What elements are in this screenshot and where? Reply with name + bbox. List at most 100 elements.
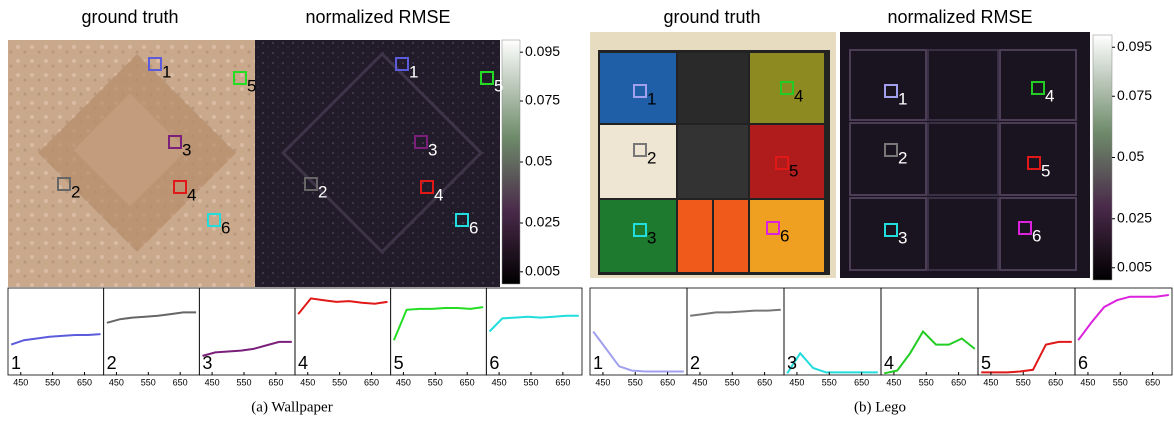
x-tick-label: 450: [595, 377, 610, 387]
marker-label: 5: [789, 161, 798, 180]
x-tick-label: 550: [428, 377, 443, 387]
image-title: ground truth: [81, 7, 178, 27]
plot-label: 2: [690, 353, 700, 373]
x-tick-label: 550: [919, 377, 934, 387]
plot-label: 1: [11, 353, 21, 373]
x-tick-label: 450: [886, 377, 901, 387]
plot-frame: [199, 288, 295, 375]
caption: (a) Wallpaper: [251, 399, 332, 415]
spectrum-line: [203, 342, 292, 356]
lego-rmse-image: [840, 32, 1090, 278]
marker-label: 4: [187, 185, 196, 204]
x-tick-label: 650: [364, 377, 379, 387]
x-tick-label: 450: [983, 377, 998, 387]
spectrum-line: [593, 332, 684, 372]
marker-label: 4: [794, 86, 803, 105]
plot-label: 4: [884, 353, 894, 373]
x-tick-label: 650: [268, 377, 283, 387]
marker-label: 6: [1032, 226, 1041, 245]
marker-label: 3: [428, 140, 437, 159]
marker-label: 3: [182, 140, 191, 159]
x-tick-label: 550: [628, 377, 643, 387]
colorbar: [1093, 35, 1112, 280]
plot-label: 3: [202, 353, 212, 373]
spectrum-line: [107, 312, 196, 322]
x-tick-label: 650: [951, 377, 966, 387]
lego-gt-image: [590, 32, 836, 278]
marker-label: 3: [898, 228, 907, 247]
x-tick-label: 650: [660, 377, 675, 387]
colorbar-tick-label: 0.05: [525, 153, 552, 169]
plot-frame: [590, 288, 687, 375]
plot-frame: [391, 288, 487, 375]
x-tick-label: 450: [13, 377, 28, 387]
x-tick-label: 550: [1113, 377, 1128, 387]
colorbar-tick-label: 0.025: [525, 214, 560, 230]
colorbar-tick-label: 0.095: [1117, 38, 1152, 54]
colorbar: [502, 40, 520, 284]
marker-label: 2: [898, 148, 907, 167]
marker-label: 5: [247, 76, 256, 95]
plot-label: 5: [394, 353, 404, 373]
x-tick-label: 550: [236, 377, 251, 387]
marker-label: 1: [409, 62, 418, 81]
plot-label: 6: [489, 353, 499, 373]
colorbar-tick-label: 0.005: [525, 263, 560, 279]
colorbar-tick-label: 0.005: [1117, 258, 1152, 274]
caption: (b) Lego: [854, 399, 906, 415]
spectrum-line: [787, 353, 878, 373]
x-tick-label: 550: [1016, 377, 1031, 387]
x-tick-label: 550: [45, 377, 60, 387]
spectrum-line: [11, 334, 100, 345]
x-tick-label: 450: [1080, 377, 1095, 387]
x-tick-label: 450: [300, 377, 315, 387]
x-tick-label: 450: [396, 377, 411, 387]
x-tick-label: 650: [460, 377, 475, 387]
plot-label: 4: [298, 353, 308, 373]
x-tick-label: 450: [109, 377, 124, 387]
x-tick-label: 650: [173, 377, 188, 387]
colorbar-tick-label: 0.095: [525, 43, 560, 59]
x-tick-label: 650: [757, 377, 772, 387]
plot-frame: [104, 288, 200, 375]
spectrum-line: [690, 310, 781, 316]
spectrum-line: [298, 298, 387, 314]
x-tick-label: 450: [789, 377, 804, 387]
marker-label: 5: [494, 76, 503, 95]
colorbar-tick-label: 0.075: [1117, 87, 1152, 103]
plot-label: 6: [1078, 353, 1088, 373]
x-tick-label: 450: [205, 377, 220, 387]
x-tick-label: 650: [854, 377, 869, 387]
plot-label: 3: [787, 353, 797, 373]
spectrum-line: [981, 342, 1072, 373]
x-tick-label: 550: [141, 377, 156, 387]
plot-frame: [881, 288, 978, 375]
plot-label: 5: [981, 353, 991, 373]
plot-label: 1: [593, 353, 603, 373]
marker-label: 6: [221, 218, 230, 237]
x-tick-label: 650: [77, 377, 92, 387]
x-tick-label: 550: [332, 377, 347, 387]
plot-frame: [784, 288, 881, 375]
spectrum-line: [394, 307, 483, 340]
plot-frame: [486, 288, 582, 375]
wallpaper-gt-image: [8, 40, 255, 287]
x-tick-label: 550: [822, 377, 837, 387]
marker-label: 2: [318, 182, 327, 201]
x-tick-label: 650: [555, 377, 570, 387]
colorbar-tick-label: 0.025: [1117, 209, 1152, 225]
marker-label: 4: [1045, 86, 1054, 105]
plot-frame: [8, 288, 104, 375]
spectrum-line: [490, 316, 579, 332]
plot-frame: [687, 288, 784, 375]
colorbar-tick-label: 0.075: [525, 92, 560, 108]
spectrum-line: [884, 332, 975, 374]
x-tick-label: 650: [1048, 377, 1063, 387]
marker-label: 6: [469, 218, 478, 237]
x-tick-label: 650: [1145, 377, 1160, 387]
plot-frame: [1075, 288, 1172, 375]
marker-label: 4: [434, 185, 443, 204]
marker-label: 1: [898, 89, 907, 108]
plot-label: 2: [107, 353, 117, 373]
marker-label: 5: [1041, 161, 1050, 180]
